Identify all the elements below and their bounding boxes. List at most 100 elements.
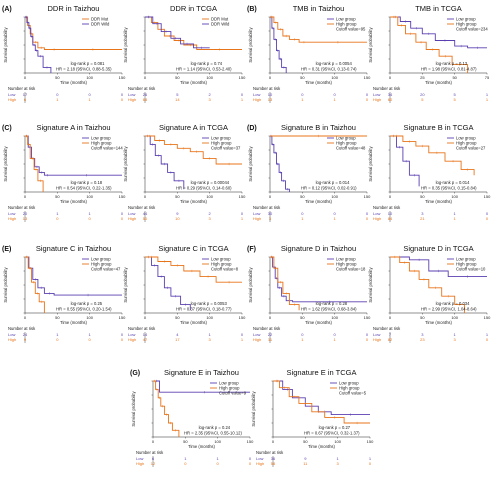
risk-count-low: 2 xyxy=(209,92,212,97)
risk-count-low: 0 xyxy=(486,211,489,216)
km-curve-high-group xyxy=(25,256,45,313)
km-curve-ddr-wild xyxy=(25,16,52,73)
x-tick-label: 0 xyxy=(389,315,392,320)
km-curve-low-group xyxy=(25,135,122,176)
x-axis-title: Time (months) xyxy=(180,80,207,85)
legend-entry: High group xyxy=(456,262,477,267)
x-tick-label: 0 xyxy=(272,439,275,444)
km-curve-high-group xyxy=(25,135,44,192)
panel-title: Signature B in TCGA xyxy=(404,123,474,132)
x-tick-label: 0 xyxy=(389,194,392,199)
risk-count-low: 34 xyxy=(388,92,393,97)
risk-count-low: 0 xyxy=(334,92,337,97)
risk-count-low: 1 xyxy=(209,332,212,337)
y-axis-title: Survival probability xyxy=(368,267,373,303)
legend-entry: High group xyxy=(339,386,360,391)
number-at-risk-title: Number at risk xyxy=(253,86,281,91)
risk-count-high: 60 xyxy=(388,97,393,102)
x-axis-title: Time (months) xyxy=(425,320,452,325)
panel-title: Signature B in Taizhou xyxy=(281,123,356,132)
risk-count-low: 0 xyxy=(121,92,124,97)
risk-count-high: 23 xyxy=(420,337,425,342)
x-tick-label: 100 xyxy=(451,315,458,320)
risk-row-label-low: Low xyxy=(8,332,15,337)
hazard-ratio: HR = 1.98 (95%CI, 0.81-4.87) xyxy=(421,67,477,72)
risk-count-low: 6 xyxy=(152,456,155,461)
risk-count-high: 0 xyxy=(121,216,124,221)
legend-entry: Low group xyxy=(91,136,111,141)
y-axis-title: Survival probability xyxy=(3,27,8,63)
y-axis-title: Survival probability xyxy=(123,267,128,303)
legend-entry: Low group xyxy=(336,17,356,22)
x-tick-label: 100 xyxy=(206,194,213,199)
risk-count-high: 17 xyxy=(175,337,180,342)
x-tick-label: 150 xyxy=(239,315,246,320)
risk-count-low: 0 xyxy=(241,332,244,337)
risk-count-low: 1 xyxy=(89,332,92,337)
number-at-risk-title: Number at risk xyxy=(253,205,281,210)
risk-count-high: 0 xyxy=(56,337,59,342)
risk-count-low: 1 xyxy=(217,456,220,461)
x-axis-title: Time (months) xyxy=(180,320,207,325)
risk-count-high: 3 xyxy=(454,337,457,342)
risk-count-low: 36 xyxy=(271,456,276,461)
x-tick-label: 100 xyxy=(331,315,338,320)
risk-count-high: 50 xyxy=(143,216,148,221)
risk-count-high: 3 xyxy=(337,461,340,466)
x-tick-label: 100 xyxy=(206,75,213,80)
x-tick-label: 150 xyxy=(484,194,491,199)
risk-count-low: 1 xyxy=(337,456,340,461)
risk-row-label-high: High xyxy=(373,97,381,102)
x-tick-label: 150 xyxy=(484,315,491,320)
x-tick-label: 25 xyxy=(420,75,425,80)
km-curve-low-group xyxy=(25,256,122,296)
legend-entry: High group xyxy=(211,141,232,146)
number-at-risk-title: Number at risk xyxy=(256,450,284,455)
legend-entry: DDR Wild xyxy=(91,22,110,27)
x-axis-title: Time (months) xyxy=(180,199,207,204)
risk-count-high: 1 xyxy=(241,97,244,102)
risk-row-label-low: Low xyxy=(256,456,263,461)
cutoff-value: Cutoff value=18 xyxy=(336,267,366,272)
panel-title: DDR in TCGA xyxy=(170,4,217,13)
number-at-risk-title: Number at risk xyxy=(373,86,401,91)
hazard-ratio: HR = 0.67 (95%CI, 0.32-1.37) xyxy=(304,431,360,436)
number-at-risk-title: Number at risk xyxy=(128,86,156,91)
risk-row-label-low: Low xyxy=(253,211,260,216)
logrank-p: log-rank p = 0.014 xyxy=(436,180,471,185)
risk-count-low: 9 xyxy=(176,211,179,216)
risk-count-high: 1 xyxy=(301,97,304,102)
cutoff-value: Cutoff value=47 xyxy=(91,267,121,272)
y-axis-title: Survival probability xyxy=(123,146,128,182)
hazard-ratio: HR = 2.99 (95%CI, 1.04-8.64) xyxy=(421,307,477,312)
x-tick-label: 100 xyxy=(331,75,338,80)
risk-count-high: 3 xyxy=(209,216,212,221)
hazard-ratio: HR = 0.29 (95%CI, 0.14-0.60) xyxy=(176,186,232,191)
x-tick-label: 0 xyxy=(269,75,272,80)
x-tick-label: 0 xyxy=(24,75,27,80)
x-tick-label: 100 xyxy=(451,194,458,199)
risk-count-high: 0 xyxy=(56,216,59,221)
km-curve-low-group xyxy=(145,256,191,311)
logrank-p: log-rank p = 0.13 xyxy=(436,61,468,66)
risk-count-high: 11 xyxy=(268,337,273,342)
x-tick-label: 50 xyxy=(55,194,60,199)
legend-entry: High group xyxy=(336,141,357,146)
risk-row-label-low: Low xyxy=(373,332,380,337)
km-curve-low-group xyxy=(390,135,420,187)
risk-count-low: 10 xyxy=(388,211,393,216)
km-curve-high-group xyxy=(270,256,300,311)
risk-count-high: 1 xyxy=(89,97,92,102)
panel-title: TMB in Taizhou xyxy=(293,4,345,13)
risk-count-low: 1 xyxy=(486,92,489,97)
risk-count-high: 0 xyxy=(89,337,92,342)
x-tick-label: 0 xyxy=(144,75,147,80)
risk-count-low: 10 xyxy=(268,92,273,97)
risk-count-low: 1 xyxy=(369,456,372,461)
risk-count-high: 0 xyxy=(366,97,369,102)
x-tick-label: 0 xyxy=(144,315,147,320)
km-curve-low-group xyxy=(270,135,290,192)
cutoff-value: Cutoff value=10 xyxy=(456,267,486,272)
hazard-ratio: HR = 0.54 (95%CI, 0.22-1.35) xyxy=(56,186,112,191)
